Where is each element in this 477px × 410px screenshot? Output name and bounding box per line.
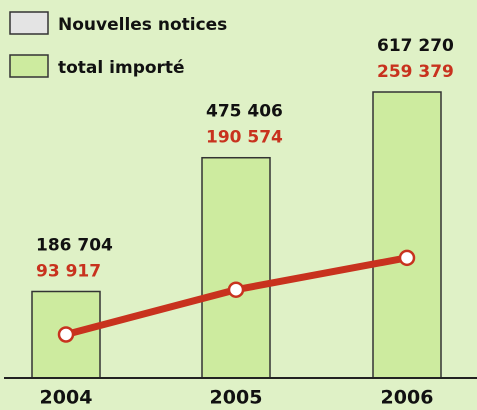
line-value-label: 93 917 (36, 261, 101, 281)
bar-value-label: 617 270 (377, 36, 454, 56)
x-tick-label: 2005 (210, 387, 263, 409)
line-marker (227, 281, 245, 298)
bar (201, 156, 271, 379)
legend-label: total importé (58, 58, 185, 78)
x-tick-label: 2004 (40, 387, 93, 409)
line-marker (398, 249, 416, 267)
x-tick-label: 2006 (381, 387, 434, 409)
legend-swatch (9, 54, 49, 78)
line-marker (57, 326, 75, 343)
bar-value-label: 186 704 (36, 235, 113, 255)
legend-swatch (9, 11, 49, 35)
legend-label: Nouvelles notices (58, 15, 227, 35)
bar (372, 91, 442, 379)
bar-value-label: 475 406 (206, 102, 283, 122)
line-value-label: 259 379 (377, 62, 454, 82)
line-value-label: 190 574 (206, 128, 283, 148)
